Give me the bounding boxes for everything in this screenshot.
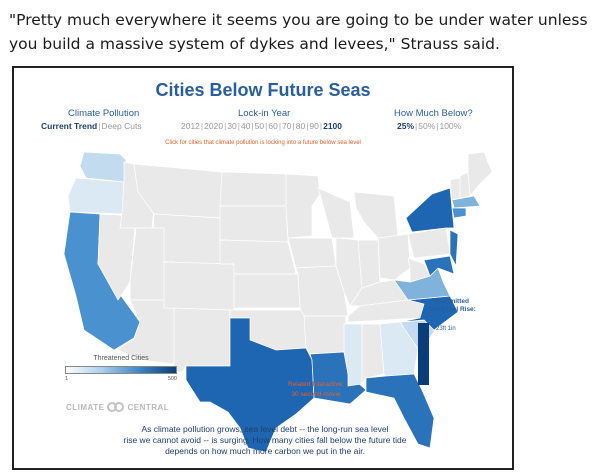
map-caption: As climate pollution grows, sea level de… [44,424,486,457]
option-pollution-0[interactable]: Current Trend [41,121,98,131]
option-separator: | [265,121,268,131]
rise-label-line2: Sea Level Rise: [428,306,476,313]
threatened-cities-legend: Threatened Cities 1 500 [60,355,182,393]
option-lockin-8[interactable]: 90 [309,121,319,131]
legend-max: 500 [167,376,177,382]
state-new-york[interactable] [405,187,455,233]
legend-min: 1 [65,376,69,382]
state-vermont[interactable] [449,177,461,201]
sea-level-map-widget: Cities Below Future Seas Climate Polluti… [12,66,514,470]
option-separator: | [415,121,418,131]
sea-level-rise-value: 23ft 1in [436,326,456,332]
option-pollution-1[interactable]: Deep Cuts [101,121,142,131]
caption-line2: rise we cannot avoid -- is surging. How … [123,435,407,445]
state-iowa[interactable] [287,237,337,269]
us-map [63,151,493,453]
related-line2: 30 second movie [291,391,341,398]
state-new-jersey[interactable] [449,229,459,268]
option-separator: | [278,121,282,131]
state-south-dakota[interactable] [219,205,289,243]
option-below-0[interactable]: 25% [397,121,415,131]
article-quote: "Pretty much everywhere it seems you are… [9,11,588,53]
rise-label-line1: Committed [435,298,469,305]
state-massachusetts[interactable] [451,195,481,209]
option-separator: | [319,121,323,131]
option-below-1[interactable]: 50% [418,121,436,131]
state-west-virginia[interactable] [407,257,431,283]
below-heading: How Much Below? [394,108,473,119]
option-separator: | [306,121,309,131]
state-new-mexico[interactable] [173,307,231,373]
legend-gradient [65,366,177,374]
sea-level-rise-label: Committed Sea Level Rise: [416,298,488,314]
option-separator: | [292,121,295,131]
map-hint: Click for cities that climate pollution … [165,140,361,146]
logo-text-right: CENTRAL [127,402,170,412]
related-interactive-link[interactable]: Related Interactive: 30 second movie [276,380,356,400]
below-options: 25%|50%|100% [397,121,461,131]
option-separator: | [251,121,254,131]
state-colorado[interactable] [163,261,235,311]
state-alabama[interactable] [361,323,385,386]
state-maine[interactable] [467,151,493,197]
option-lockin-7[interactable]: 80 [295,121,306,131]
state-pennsylvania[interactable] [407,227,451,259]
option-lockin-9[interactable]: 2100 [323,121,343,131]
state-connecticut[interactable] [451,207,467,219]
option-lockin-2[interactable]: 30 [227,121,237,131]
sea-level-rise-bar [418,323,429,385]
logo-rings-icon [107,402,125,412]
option-lockin-1[interactable]: 2020 [204,121,224,131]
option-separator: | [237,121,240,131]
state-arkansas[interactable] [303,315,347,355]
state-indiana[interactable] [357,239,381,289]
option-lockin-3[interactable]: 40 [240,121,251,131]
state-minnesota[interactable] [285,173,321,239]
pollution-options: Current Trend|Deep Cuts [41,121,142,131]
legend-title: Threatened Cities [93,355,149,362]
caption-line3: depends on how much more carbon we put i… [165,446,365,456]
pollution-heading: Climate Pollution [68,108,140,119]
state-ohio[interactable] [377,233,411,281]
caption-line1: As climate pollution grows, sea level de… [141,424,389,434]
state-wisconsin[interactable] [317,187,355,239]
lockin-options: 2012|2020|30|40|50|60|70|80|90|2100 [181,121,342,131]
lockin-heading: Lock-in Year [238,108,291,119]
option-below-2[interactable]: 100% [439,121,462,131]
map-title: Cities Below Future Seas [155,80,371,100]
state-maryland[interactable] [423,255,455,277]
state-north-carolina[interactable] [399,295,459,331]
logo-text-left: CLIMATE [66,402,105,412]
option-separator: | [98,121,101,131]
state-washington[interactable] [79,151,127,183]
option-separator: | [200,121,204,131]
state-north-dakota[interactable] [219,171,287,207]
option-separator: | [436,121,439,131]
state-michigan[interactable] [353,191,399,239]
option-lockin-5[interactable]: 60 [268,121,278,131]
state-oregon[interactable] [67,177,125,215]
option-lockin-6[interactable]: 70 [282,121,292,131]
option-lockin-0[interactable]: 2012 [181,121,200,131]
state-florida[interactable] [365,373,435,449]
option-separator: | [224,121,227,131]
climate-central-logo[interactable]: CLIMATE CENTRAL [66,402,169,412]
related-line1: Related Interactive: [287,381,344,388]
option-lockin-4[interactable]: 50 [254,121,265,131]
state-kansas[interactable] [233,273,301,309]
